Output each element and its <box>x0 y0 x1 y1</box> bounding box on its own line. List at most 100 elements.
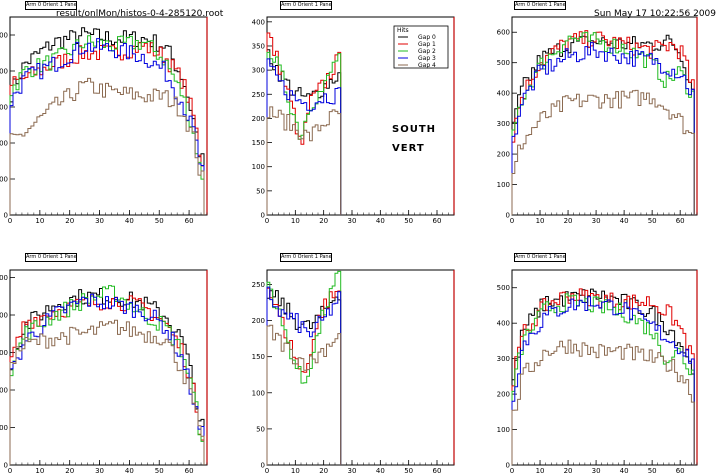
y-tick-label: 400 <box>0 312 8 320</box>
y-tick-label: 350 <box>252 42 265 50</box>
panel-title: Arm 0 Orient 1 Panel 1 <box>280 1 332 10</box>
histogram-series <box>9 293 205 465</box>
x-tick-label: 60 <box>676 217 685 225</box>
x-tick-label: 20 <box>564 217 573 225</box>
histogram-series <box>511 296 695 465</box>
x-tick-label: 50 <box>155 217 164 225</box>
y-tick-label: 500 <box>497 284 510 292</box>
annotation-label: VERT <box>392 143 425 154</box>
y-tick-label: 0 <box>506 462 510 470</box>
annotation-label: SOUTH <box>392 124 436 135</box>
y-tick-label: 100 <box>497 181 510 189</box>
x-tick-label: 20 <box>319 217 328 225</box>
x-tick-label: 0 <box>265 217 269 225</box>
x-tick-label: 20 <box>319 467 328 474</box>
x-tick-label: 40 <box>620 217 629 225</box>
histogram-panel-3: 0 100 200 300 400 500 0 10 20 30 40 50 60 <box>0 269 208 474</box>
x-tick-label: 0 <box>510 467 514 474</box>
histogram-series <box>266 286 342 465</box>
histogram-series <box>511 31 695 215</box>
histogram-series <box>266 106 342 215</box>
x-tick-label: 10 <box>35 467 44 474</box>
x-tick-label: 30 <box>592 467 601 474</box>
file-name: result/onlMon/histos-0-4-285120.root <box>56 9 224 19</box>
x-tick-label: 10 <box>291 217 300 225</box>
y-tick-label: 600 <box>497 29 510 37</box>
x-tick-label: 50 <box>404 217 413 225</box>
y-tick-label: 400 <box>497 320 510 328</box>
histogram-series <box>511 30 695 215</box>
x-tick-label: 50 <box>648 217 657 225</box>
x-tick-label: 40 <box>620 467 629 474</box>
x-tick-label: 40 <box>376 217 385 225</box>
y-tick-label: 400 <box>0 68 8 76</box>
histogram-panel-1: 0 50 100 150 200 250 300 350 400 0 10 20 30 40 50 60 Hit… <box>252 16 455 225</box>
y-tick-label: 500 <box>497 59 510 67</box>
histogram-series <box>511 34 695 215</box>
y-tick-label: 100 <box>0 424 8 432</box>
y-tick-label: 150 <box>252 139 265 147</box>
x-tick-label: 30 <box>348 217 357 225</box>
y-tick-label: 50 <box>256 425 265 433</box>
panel-title: Arm 0 Orient 1 Panel 0 <box>25 1 77 10</box>
histogram-series <box>266 324 342 465</box>
y-tick-label: 300 <box>252 67 265 75</box>
histogram-series <box>9 42 205 215</box>
y-tick-label: 400 <box>252 18 265 26</box>
y-tick-label: 200 <box>0 387 8 395</box>
y-tick-label: 100 <box>252 163 265 171</box>
histogram-series <box>9 38 205 215</box>
x-tick-label: 0 <box>8 467 12 474</box>
legend-title: Hits <box>397 27 409 34</box>
x-tick-label: 30 <box>95 467 104 474</box>
histogram-series <box>511 288 695 465</box>
y-tick-label: 250 <box>252 91 265 99</box>
panel-title: Arm 0 Orient 1 Panel 2 <box>514 1 566 10</box>
x-tick-label: 60 <box>185 467 194 474</box>
histogram-panel-4: 0 50 100 150 200 250 0 10 20 30 40 50 60 <box>252 269 455 474</box>
histogram-series <box>9 35 205 215</box>
x-tick-label: 50 <box>404 467 413 474</box>
legend-entry: Gap 3 <box>418 55 436 62</box>
histogram-series <box>511 339 695 465</box>
x-tick-label: 30 <box>95 217 104 225</box>
x-tick-label: 0 <box>510 217 514 225</box>
panel-title: Arm 0 Orient 1 Panel 3 <box>514 253 566 262</box>
x-tick-label: 30 <box>348 467 357 474</box>
x-tick-label: 40 <box>125 467 134 474</box>
y-tick-label: 200 <box>0 140 8 148</box>
y-tick-label: 0 <box>4 462 8 470</box>
x-tick-label: 10 <box>35 217 44 225</box>
legend-entry: Gap 0 <box>418 34 436 41</box>
x-tick-label: 10 <box>291 467 300 474</box>
y-tick-label: 300 <box>497 120 510 128</box>
y-tick-label: 500 <box>0 32 8 40</box>
histogram-series <box>9 285 205 465</box>
histogram-panel-0: 0 100 200 300 400 500 0 10 20 30 40 50 60 <box>0 16 208 225</box>
histogram-series <box>266 58 342 215</box>
y-tick-label: 50 <box>256 187 265 195</box>
y-tick-label: 150 <box>252 353 265 361</box>
x-tick-label: 60 <box>433 217 442 225</box>
x-tick-label: 60 <box>433 467 442 474</box>
x-tick-label: 50 <box>648 467 657 474</box>
x-tick-label: 20 <box>65 467 74 474</box>
histogram-series <box>511 42 695 215</box>
histogram-series <box>9 77 205 215</box>
y-tick-label: 200 <box>497 151 510 159</box>
x-tick-label: 20 <box>65 217 74 225</box>
histogram-series <box>9 295 205 465</box>
y-tick-label: 300 <box>0 349 8 357</box>
y-tick-label: 100 <box>252 389 265 397</box>
x-tick-label: 30 <box>592 217 601 225</box>
y-tick-label: 0 <box>506 212 510 220</box>
x-tick-label: 0 <box>8 217 12 225</box>
y-tick-label: 0 <box>261 212 265 220</box>
legend-entry: Gap 1 <box>418 41 436 48</box>
x-tick-label: 50 <box>155 467 164 474</box>
legend-entry: Gap 2 <box>418 48 436 55</box>
panel-title: Arm 0 Orient 1 Panel 4 <box>280 253 332 262</box>
x-tick-label: 40 <box>376 467 385 474</box>
histogram-series <box>9 288 205 465</box>
